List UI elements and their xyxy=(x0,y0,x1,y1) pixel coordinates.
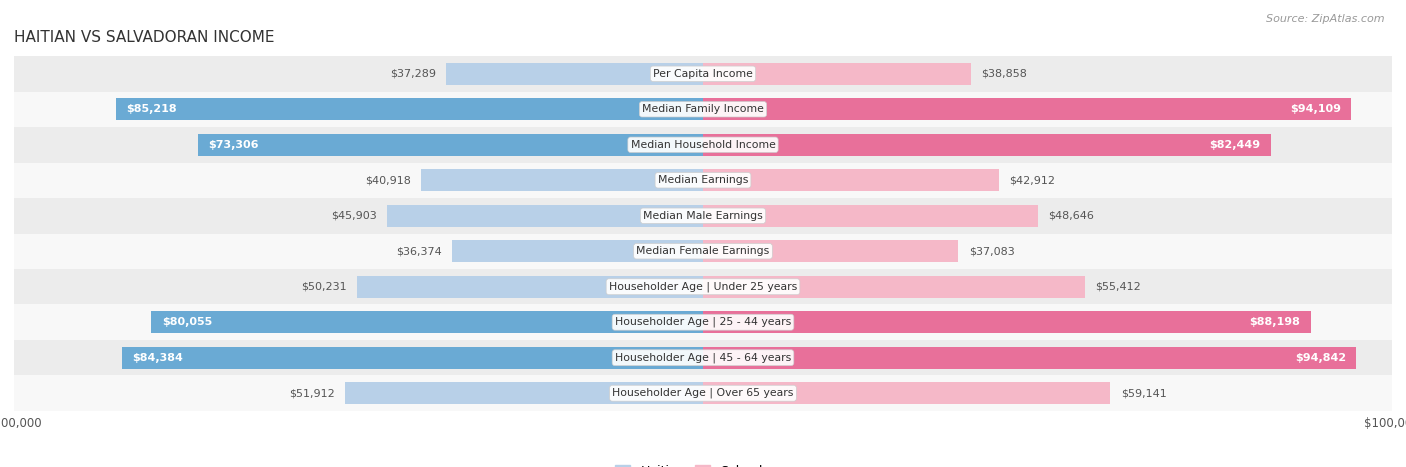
Text: $36,374: $36,374 xyxy=(396,246,441,256)
Text: Median Family Income: Median Family Income xyxy=(643,104,763,114)
Bar xyxy=(14,163,1392,198)
Text: Median Male Earnings: Median Male Earnings xyxy=(643,211,763,221)
Text: $55,412: $55,412 xyxy=(1095,282,1140,292)
Text: Householder Age | 45 - 64 years: Householder Age | 45 - 64 years xyxy=(614,353,792,363)
Text: $51,912: $51,912 xyxy=(290,388,335,398)
Text: $85,218: $85,218 xyxy=(127,104,177,114)
Text: Median Earnings: Median Earnings xyxy=(658,175,748,185)
Text: $42,912: $42,912 xyxy=(1010,175,1054,185)
Text: $94,109: $94,109 xyxy=(1291,104,1341,114)
Bar xyxy=(14,375,1392,411)
Text: $37,083: $37,083 xyxy=(969,246,1015,256)
Bar xyxy=(346,382,703,404)
Bar xyxy=(703,205,1038,227)
Bar xyxy=(387,205,703,227)
Text: $82,449: $82,449 xyxy=(1209,140,1261,150)
Bar xyxy=(14,198,1392,234)
Bar xyxy=(152,311,703,333)
Text: Source: ZipAtlas.com: Source: ZipAtlas.com xyxy=(1267,14,1385,24)
Text: $37,289: $37,289 xyxy=(389,69,436,79)
Text: Per Capita Income: Per Capita Income xyxy=(652,69,754,79)
Bar xyxy=(703,63,970,85)
Text: Median Female Earnings: Median Female Earnings xyxy=(637,246,769,256)
Text: $80,055: $80,055 xyxy=(162,317,212,327)
Text: $84,384: $84,384 xyxy=(132,353,183,363)
Bar xyxy=(198,134,703,156)
Text: Householder Age | 25 - 44 years: Householder Age | 25 - 44 years xyxy=(614,317,792,327)
Text: $38,858: $38,858 xyxy=(981,69,1026,79)
Text: $50,231: $50,231 xyxy=(301,282,347,292)
Text: $94,842: $94,842 xyxy=(1295,353,1346,363)
Bar xyxy=(703,134,1271,156)
Bar xyxy=(115,98,703,120)
Text: $88,198: $88,198 xyxy=(1250,317,1301,327)
Bar xyxy=(703,347,1357,369)
Bar xyxy=(122,347,703,369)
Bar xyxy=(703,382,1111,404)
Bar xyxy=(357,276,703,298)
Text: HAITIAN VS SALVADORAN INCOME: HAITIAN VS SALVADORAN INCOME xyxy=(14,30,274,45)
Bar xyxy=(14,92,1392,127)
Bar xyxy=(14,269,1392,304)
Bar xyxy=(703,169,998,191)
Bar xyxy=(14,234,1392,269)
Bar xyxy=(453,240,703,262)
Text: Householder Age | Over 65 years: Householder Age | Over 65 years xyxy=(612,388,794,398)
Text: $45,903: $45,903 xyxy=(330,211,377,221)
Bar xyxy=(14,127,1392,163)
Text: $73,306: $73,306 xyxy=(208,140,259,150)
Bar xyxy=(703,311,1310,333)
Text: $40,918: $40,918 xyxy=(366,175,411,185)
Bar xyxy=(14,56,1392,92)
Legend: Haitian, Salvadoran: Haitian, Salvadoran xyxy=(610,460,796,467)
Bar xyxy=(703,276,1085,298)
Bar xyxy=(14,304,1392,340)
Bar xyxy=(446,63,703,85)
Bar xyxy=(703,98,1351,120)
Text: $59,141: $59,141 xyxy=(1121,388,1167,398)
Text: Median Household Income: Median Household Income xyxy=(630,140,776,150)
Bar xyxy=(703,240,959,262)
Bar xyxy=(14,340,1392,375)
Text: Householder Age | Under 25 years: Householder Age | Under 25 years xyxy=(609,282,797,292)
Bar xyxy=(422,169,703,191)
Text: $48,646: $48,646 xyxy=(1049,211,1094,221)
